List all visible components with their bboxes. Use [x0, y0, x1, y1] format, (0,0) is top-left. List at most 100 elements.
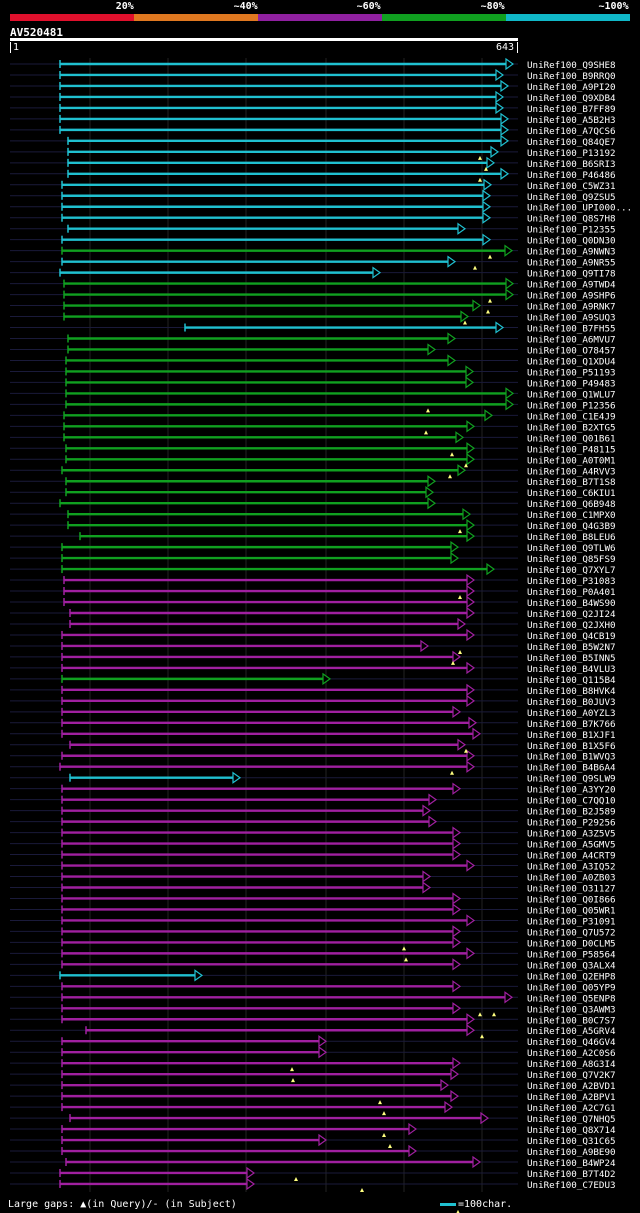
hit-label[interactable]: UniRef100_B6SRI3: [527, 159, 616, 170]
hit-row[interactable]: UniRef100_C6KIU1: [10, 486, 616, 499]
hit-row[interactable]: UniRef100_A3YY20: [10, 782, 616, 796]
hit-label[interactable]: UniRef100_P58564: [527, 949, 616, 960]
hit-row[interactable]: UniRef100_Q84QE7: [10, 134, 616, 148]
hit-label[interactable]: UniRef100_Q9ZSU5: [527, 192, 616, 203]
hit-row[interactable]: UniRef100_Q8S7H8: [10, 211, 616, 225]
hit-row[interactable]: UniRef100_P31083: [10, 573, 616, 587]
hit-label[interactable]: UniRef100_A7QCS6: [527, 126, 616, 137]
hit-label[interactable]: UniRef100_B7FF89: [527, 104, 616, 115]
hit-label[interactable]: UniRef100_P49483: [527, 378, 616, 389]
hit-label[interactable]: UniRef100_A0T0M1: [527, 455, 616, 466]
hit-row[interactable]: UniRef100_A6MVU7: [10, 332, 616, 346]
hit-label[interactable]: UniRef100_C1MPX0: [527, 510, 616, 521]
hit-row[interactable]: UniRef100_B8LEU6: [10, 529, 616, 543]
hit-row[interactable]: UniRef100_Q4CB19: [10, 628, 616, 642]
hit-label[interactable]: UniRef100_A9TWD4: [527, 280, 616, 291]
hit-row[interactable]: UniRef100_Q0I866: [10, 892, 616, 905]
hit-row[interactable]: UniRef100_A7QCS6: [10, 123, 616, 137]
hit-label[interactable]: UniRef100_Q3ALX4: [527, 960, 616, 971]
hit-row[interactable]: UniRef100_A9NWN3: [10, 244, 616, 258]
hit-label[interactable]: UniRef100_A9SUQ3: [527, 313, 616, 324]
hit-row[interactable]: UniRef100_B7FF89: [10, 101, 616, 115]
hit-label[interactable]: UniRef100_Q2JI24: [527, 609, 616, 620]
hit-label[interactable]: UniRef100_Q8X714: [527, 1125, 616, 1136]
hit-row[interactable]: UniRef100_D0CLM5: [10, 936, 616, 949]
hit-label[interactable]: UniRef100_Q5ENP8: [527, 993, 616, 1004]
hit-label[interactable]: UniRef100_Q84QE7: [527, 137, 616, 148]
hit-row[interactable]: UniRef100_B1XJF1: [10, 727, 616, 741]
hit-row[interactable]: UniRef100_A9PI20: [10, 79, 616, 93]
hit-label[interactable]: UniRef100_Q7NHQ5: [527, 1114, 616, 1125]
hit-label[interactable]: UniRef100_C1E4J9: [527, 411, 616, 422]
hit-label[interactable]: UniRef100_A3YY20: [527, 785, 616, 796]
hit-row[interactable]: UniRef100_P29256: [10, 815, 616, 829]
hit-row[interactable]: UniRef100_A5GRV4: [10, 1024, 616, 1037]
hit-row[interactable]: UniRef100_Q2JI24: [10, 606, 616, 620]
hit-label[interactable]: UniRef100_Q31C65: [527, 1136, 616, 1147]
hit-label[interactable]: UniRef100_B1WVQ3: [527, 752, 616, 763]
hit-label[interactable]: UniRef100_B4VLU3: [527, 664, 616, 675]
hit-row[interactable]: UniRef100_A5B2H3: [10, 112, 616, 126]
hit-row[interactable]: UniRef100_C7EDU3: [10, 1177, 616, 1191]
hit-label[interactable]: UniRef100_A3Z5V5: [527, 829, 616, 840]
hit-label[interactable]: UniRef100_Q9SHE8: [527, 60, 616, 71]
hit-label[interactable]: UniRef100_B8LEU6: [527, 532, 616, 543]
hit-row[interactable]: UniRef100_A2C0S6: [10, 1046, 616, 1059]
hit-row[interactable]: UniRef100_Q05YP9: [10, 980, 616, 993]
hit-label[interactable]: UniRef100_C6KIU1: [527, 488, 616, 499]
hit-label[interactable]: UniRef100_UPI000...: [527, 203, 632, 214]
hit-label[interactable]: UniRef100_Q115B4: [527, 675, 616, 686]
hit-label[interactable]: UniRef100_Q3AWM3: [527, 1004, 616, 1015]
hit-label[interactable]: UniRef100_A0YZL3: [527, 708, 616, 719]
hit-label[interactable]: UniRef100_Q01B61: [527, 433, 616, 444]
hit-label[interactable]: UniRef100_B0JUV3: [527, 697, 616, 708]
hit-row[interactable]: UniRef100_P46486: [10, 167, 616, 181]
hit-row[interactable]: UniRef100_Q2JXH0: [10, 617, 616, 631]
hit-row[interactable]: UniRef100_Q9SHE8: [10, 57, 616, 71]
hit-row[interactable]: UniRef100_Q2EHP8: [10, 969, 616, 982]
hit-label[interactable]: UniRef100_B2XTG5: [527, 422, 616, 433]
hit-label[interactable]: UniRef100_Q2JXH0: [527, 620, 616, 631]
hit-row[interactable]: UniRef100_P12356: [10, 398, 616, 411]
hit-label[interactable]: UniRef100_A4CRT9: [527, 851, 616, 862]
hit-row[interactable]: UniRef100_A8G3I4: [10, 1057, 616, 1070]
hit-row[interactable]: UniRef100_Q4G3B9: [10, 518, 616, 532]
hit-row[interactable]: UniRef100_Q9ZSU5: [10, 189, 616, 203]
hit-label[interactable]: UniRef100_Q1WLU7: [527, 389, 616, 400]
hit-row[interactable]: UniRef100_Q85FS9: [10, 551, 616, 565]
hit-row[interactable]: UniRef100_A9SHP6: [10, 288, 616, 302]
hit-row[interactable]: UniRef100_Q7U572: [10, 925, 616, 938]
hit-label[interactable]: UniRef100_A6MVU7: [527, 335, 616, 346]
hit-label[interactable]: UniRef100_A0ZB03: [527, 873, 616, 884]
hit-row[interactable]: UniRef100_A5GMV5: [10, 837, 616, 851]
hit-row[interactable]: UniRef100_Q6B948: [10, 497, 616, 510]
hit-label[interactable]: UniRef100_A2BPV1: [527, 1092, 616, 1103]
hit-label[interactable]: UniRef100_A2BVD1: [527, 1081, 616, 1092]
hit-row[interactable]: UniRef100_A4RVV3: [10, 464, 616, 477]
hit-label[interactable]: UniRef100_B1XJF1: [527, 730, 616, 741]
hit-label[interactable]: UniRef100_B7T4D2: [527, 1169, 616, 1180]
hit-label[interactable]: UniRef100_O78457: [527, 345, 616, 356]
hit-label[interactable]: UniRef100_B9RRQ0: [527, 71, 616, 82]
hit-row[interactable]: UniRef100_Q8X714: [10, 1122, 616, 1136]
hit-row[interactable]: UniRef100_Q7NHQ5: [10, 1111, 616, 1125]
hit-label[interactable]: UniRef100_A2C0S6: [527, 1048, 616, 1059]
hit-label[interactable]: UniRef100_Q46GV4: [527, 1037, 616, 1048]
hit-label[interactable]: UniRef100_A3IQ52: [527, 862, 616, 873]
hit-row[interactable]: UniRef100_Q46GV4: [10, 1035, 616, 1048]
hit-row[interactable]: UniRef100_B2XTG5: [10, 420, 616, 433]
hit-row[interactable]: UniRef100_C7QQ10: [10, 793, 616, 807]
hit-row[interactable]: UniRef100_Q7XYL7: [10, 562, 616, 576]
hit-row[interactable]: UniRef100_Q5ENP8: [10, 991, 616, 1004]
hit-label[interactable]: UniRef100_P29256: [527, 818, 616, 829]
hit-row[interactable]: UniRef100_B2J589: [10, 804, 616, 818]
hit-row[interactable]: UniRef100_A2BVD1: [10, 1078, 616, 1092]
hit-label[interactable]: UniRef100_O31127: [527, 884, 616, 895]
hit-label[interactable]: UniRef100_B1X5F6: [527, 741, 616, 752]
hit-label[interactable]: UniRef100_Q6B948: [527, 499, 616, 510]
hit-label[interactable]: UniRef100_A2C7G1: [527, 1103, 616, 1114]
hit-row[interactable]: UniRef100_A4CRT9: [10, 848, 616, 862]
hit-row[interactable]: UniRef100_B4B6A4: [10, 760, 616, 774]
hit-row[interactable]: UniRef100_A9NR55: [10, 255, 616, 269]
hit-label[interactable]: UniRef100_A9BE90: [527, 1147, 616, 1158]
